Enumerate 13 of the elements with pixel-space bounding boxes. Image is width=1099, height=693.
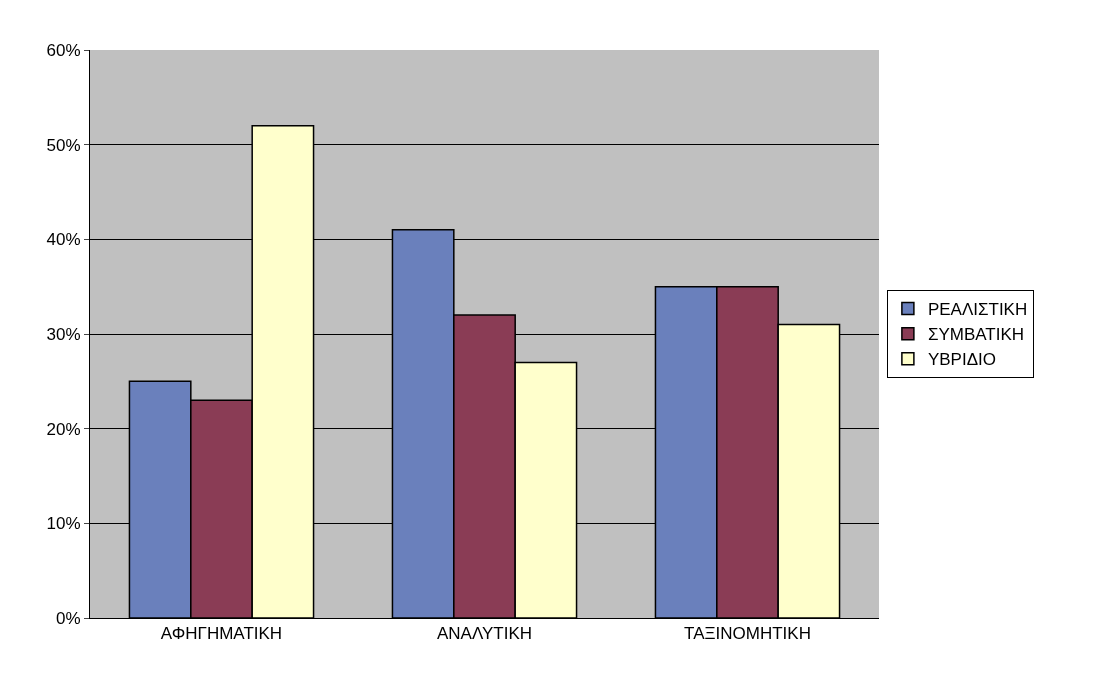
x-tick-label: ΑΦΗΓΗΜΑΤΙΚΗ [160, 624, 283, 644]
y-tick-label: 60% [46, 40, 81, 60]
legend-label: ΣΥΜΒΑΤΙΚΗ [927, 325, 1025, 345]
y-tick-label: 0% [56, 608, 81, 628]
y-tick-label: 30% [46, 324, 81, 344]
legend-label: ΥΒΡΙΔΙΟ [927, 350, 996, 370]
x-tick-label: ΑΝΑΛΥΤΙΚΗ [436, 624, 533, 644]
y-tick-label: 20% [46, 419, 81, 439]
legend-label: ΡΕΑΛΙΣΤΙΚΗ [927, 300, 1028, 320]
x-tick-label: ΤΑΞΙΝΟΜΗΤΙΚΗ [684, 624, 811, 644]
y-tick-label: 10% [46, 514, 81, 534]
y-tick-label: 50% [46, 135, 81, 155]
y-tick-label: 40% [46, 230, 81, 250]
